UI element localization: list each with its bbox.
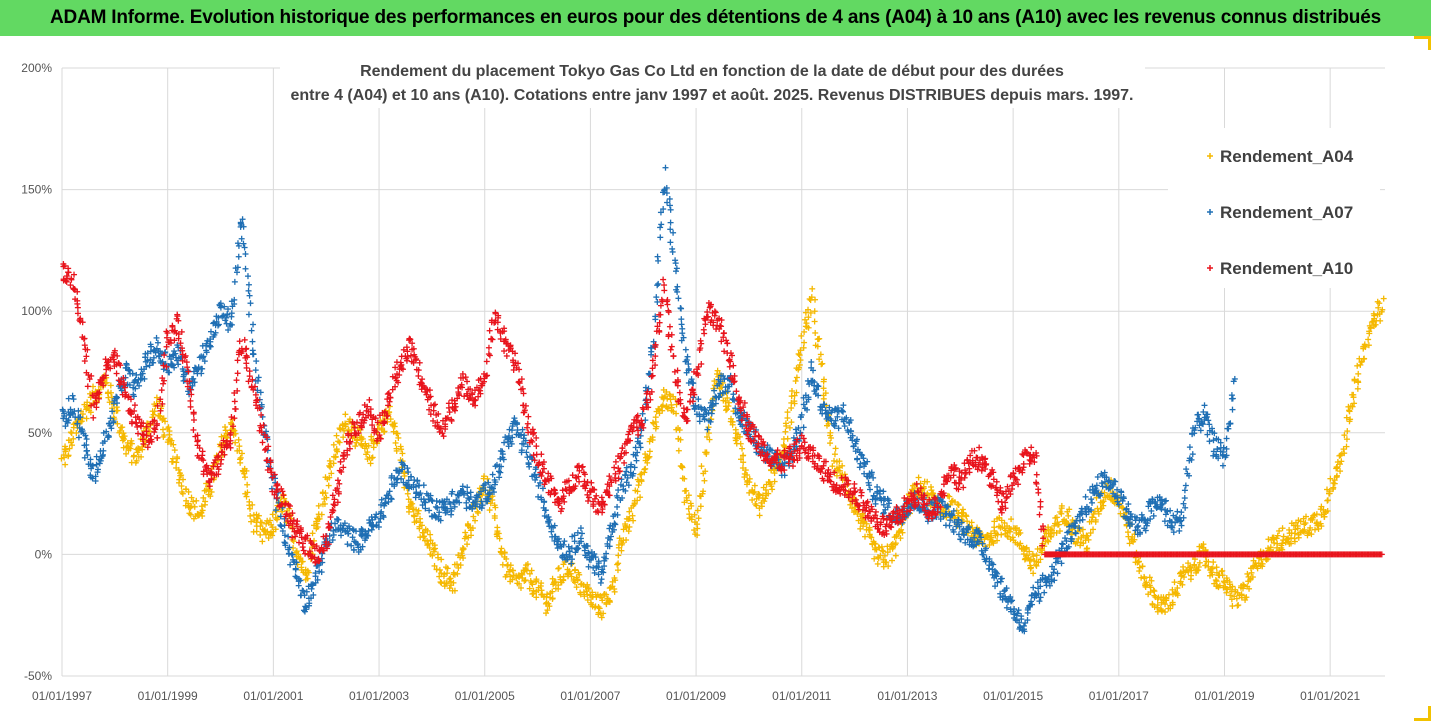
corner-accent	[1428, 36, 1431, 50]
corner-accent	[1414, 718, 1431, 721]
y-tick-label: 0%	[35, 547, 53, 561]
x-tick-label: 01/01/1999	[138, 689, 198, 703]
page-title: ADAM Informe. Evolution historique des p…	[50, 7, 1381, 28]
x-tick-label: 01/01/2015	[983, 689, 1043, 703]
x-tick-label: 01/01/2005	[455, 689, 515, 703]
x-tick-label: 01/01/2007	[560, 689, 620, 703]
x-tick-label: 01/01/2021	[1300, 689, 1360, 703]
chart-area: 200% 150% 100% 50% 0% -50% 01/01/1997 01/01/19…	[0, 36, 1431, 721]
header-banner: ADAM Informe. Evolution historique des p…	[0, 0, 1431, 36]
x-tick-label: 01/01/2003	[349, 689, 409, 703]
x-tick-label: 01/01/2009	[666, 689, 726, 703]
x-tick-label: 01/01/2019	[1194, 689, 1254, 703]
y-tick-label: -50%	[24, 669, 52, 683]
x-axis: 01/01/1997 01/01/1999 01/01/2001 01/01/2003…	[32, 689, 1361, 703]
y-tick-label: 200%	[21, 61, 52, 75]
x-tick-label: 01/01/2001	[243, 689, 303, 703]
x-tick-label: 01/01/2013	[877, 689, 937, 703]
series-A04	[58, 285, 1387, 621]
x-tick-label: 01/01/2011	[772, 689, 831, 703]
y-tick-label: 50%	[28, 426, 52, 440]
scatter-chart: 200%150%100%50%0%-50% 01/01/1997 01/01/19…	[21, 50, 1387, 703]
corner-accent	[1428, 706, 1431, 721]
x-tick-label: 01/01/1997	[32, 689, 92, 703]
data-points	[58, 164, 1387, 635]
y-tick-label: 150%	[21, 183, 52, 197]
series-A07	[59, 164, 1238, 635]
corner-accent	[1414, 36, 1431, 39]
y-axis: 200% 150% 100% 50% 0% -50%	[21, 61, 52, 683]
y-tick-label: 100%	[21, 304, 52, 318]
x-tick-label: 01/01/2017	[1089, 689, 1149, 703]
